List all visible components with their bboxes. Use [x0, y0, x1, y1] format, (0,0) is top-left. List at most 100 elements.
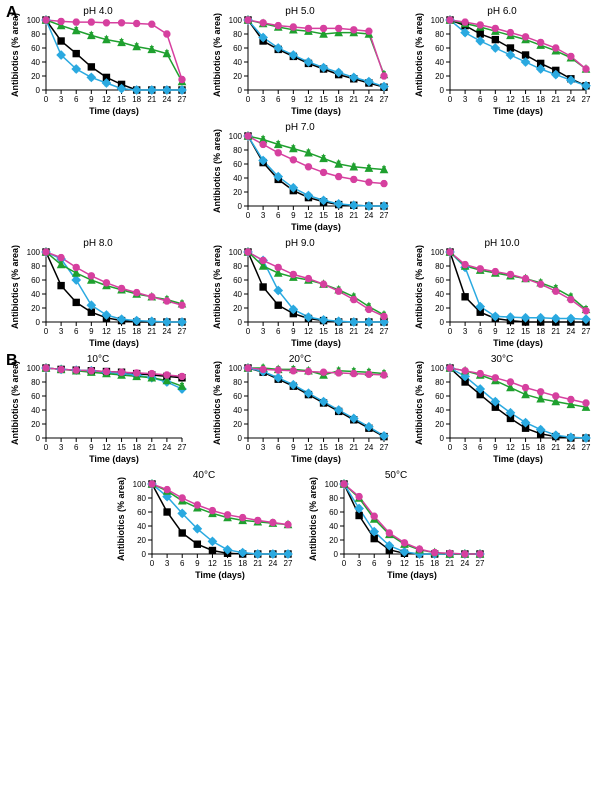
svg-text:18: 18: [536, 95, 545, 104]
svg-text:Antibiotics (% area): Antibiotics (% area): [10, 361, 20, 445]
svg-text:24: 24: [460, 559, 469, 568]
svg-text:3: 3: [261, 443, 266, 452]
svg-text:80: 80: [435, 378, 444, 387]
panel-title: 30°C: [491, 354, 513, 365]
svg-text:24: 24: [364, 95, 373, 104]
svg-text:12: 12: [400, 559, 409, 568]
svg-text:9: 9: [291, 211, 296, 220]
svg-text:60: 60: [137, 508, 146, 517]
svg-text:21: 21: [445, 559, 454, 568]
svg-text:15: 15: [117, 443, 126, 452]
svg-text:12: 12: [506, 95, 515, 104]
svg-text:24: 24: [566, 443, 575, 452]
svg-text:27: 27: [582, 443, 591, 452]
svg-text:0: 0: [448, 443, 453, 452]
svg-text:0: 0: [440, 318, 445, 327]
svg-text:27: 27: [178, 443, 187, 452]
svg-text:6: 6: [74, 443, 79, 452]
svg-text:80: 80: [233, 378, 242, 387]
svg-text:60: 60: [233, 392, 242, 401]
svg-text:Time (days): Time (days): [89, 106, 139, 116]
svg-text:24: 24: [268, 559, 277, 568]
svg-text:21: 21: [551, 443, 560, 452]
chart-panel: 30°C 0369121518212427020406080100Time (d…: [412, 356, 592, 466]
panel-title: pH 8.0: [83, 238, 112, 249]
svg-text:20: 20: [435, 72, 444, 81]
panel-title: 20°C: [289, 354, 311, 365]
chart-panel: pH 9.0 0369121518212427020406080100Time …: [210, 240, 390, 350]
svg-text:18: 18: [132, 327, 141, 336]
svg-text:21: 21: [349, 327, 358, 336]
svg-text:18: 18: [238, 559, 247, 568]
svg-text:100: 100: [229, 248, 243, 257]
panel-title: pH 6.0: [487, 6, 516, 17]
svg-text:3: 3: [59, 443, 64, 452]
svg-text:20: 20: [31, 72, 40, 81]
svg-text:100: 100: [27, 248, 41, 257]
svg-text:80: 80: [233, 146, 242, 155]
svg-text:20: 20: [31, 304, 40, 313]
chart-svg: 0369121518212427020406080100Time (days)A…: [8, 240, 188, 350]
svg-text:15: 15: [521, 327, 530, 336]
svg-text:15: 15: [117, 327, 126, 336]
chart-panel: pH 4.0 0369121518212427020406080100Time …: [8, 8, 188, 118]
svg-text:40: 40: [435, 290, 444, 299]
svg-text:Time (days): Time (days): [291, 106, 341, 116]
figure-root: A pH 4.0 0369121518212427020406080100Tim…: [8, 8, 592, 582]
chart-panel: pH 7.0 0369121518212427020406080100Time …: [210, 124, 390, 234]
panel-row: pH 8.0 0369121518212427020406080100Time …: [8, 240, 592, 350]
svg-text:40: 40: [31, 290, 40, 299]
svg-text:Antibiotics (% area): Antibiotics (% area): [212, 129, 222, 213]
svg-text:27: 27: [380, 95, 389, 104]
svg-text:40: 40: [435, 406, 444, 415]
svg-text:100: 100: [325, 480, 339, 489]
chart-svg: 0369121518212427020406080100Time (days)A…: [210, 124, 390, 234]
svg-text:24: 24: [162, 327, 171, 336]
svg-text:Time (days): Time (days): [493, 454, 543, 464]
svg-text:Time (days): Time (days): [195, 570, 245, 580]
svg-text:40: 40: [31, 58, 40, 67]
svg-text:40: 40: [435, 58, 444, 67]
svg-text:6: 6: [478, 95, 483, 104]
svg-text:100: 100: [431, 364, 445, 373]
svg-text:Antibiotics (% area): Antibiotics (% area): [212, 245, 222, 329]
svg-text:15: 15: [415, 559, 424, 568]
svg-text:0: 0: [334, 550, 339, 559]
svg-text:3: 3: [261, 95, 266, 104]
svg-text:20: 20: [233, 188, 242, 197]
svg-text:100: 100: [431, 248, 445, 257]
panel-title: 10°C: [87, 354, 109, 365]
svg-text:100: 100: [27, 16, 41, 25]
svg-text:27: 27: [178, 327, 187, 336]
svg-text:24: 24: [162, 443, 171, 452]
svg-text:0: 0: [36, 318, 41, 327]
svg-text:Time (days): Time (days): [291, 222, 341, 232]
svg-text:18: 18: [132, 95, 141, 104]
svg-text:27: 27: [476, 559, 485, 568]
svg-text:0: 0: [246, 211, 251, 220]
svg-text:6: 6: [180, 559, 185, 568]
svg-text:100: 100: [27, 364, 41, 373]
svg-text:12: 12: [304, 211, 313, 220]
svg-text:3: 3: [463, 95, 468, 104]
svg-text:Time (days): Time (days): [387, 570, 437, 580]
svg-text:Antibiotics (% area): Antibiotics (% area): [10, 245, 20, 329]
svg-text:60: 60: [233, 160, 242, 169]
svg-text:15: 15: [319, 443, 328, 452]
svg-text:3: 3: [59, 327, 64, 336]
svg-text:100: 100: [133, 480, 147, 489]
chart-panel: pH 8.0 0369121518212427020406080100Time …: [8, 240, 188, 350]
svg-text:9: 9: [291, 443, 296, 452]
svg-text:12: 12: [304, 443, 313, 452]
svg-text:21: 21: [349, 95, 358, 104]
svg-text:21: 21: [147, 443, 156, 452]
chart-svg: 0369121518212427020406080100Time (days)A…: [306, 472, 486, 582]
svg-text:Antibiotics (% area): Antibiotics (% area): [414, 13, 424, 97]
svg-text:80: 80: [137, 494, 146, 503]
svg-text:6: 6: [372, 559, 377, 568]
svg-text:40: 40: [233, 58, 242, 67]
svg-text:Antibiotics (% area): Antibiotics (% area): [212, 13, 222, 97]
svg-text:20: 20: [329, 536, 338, 545]
chart-svg: 0369121518212427020406080100Time (days)A…: [412, 240, 592, 350]
svg-text:0: 0: [36, 434, 41, 443]
